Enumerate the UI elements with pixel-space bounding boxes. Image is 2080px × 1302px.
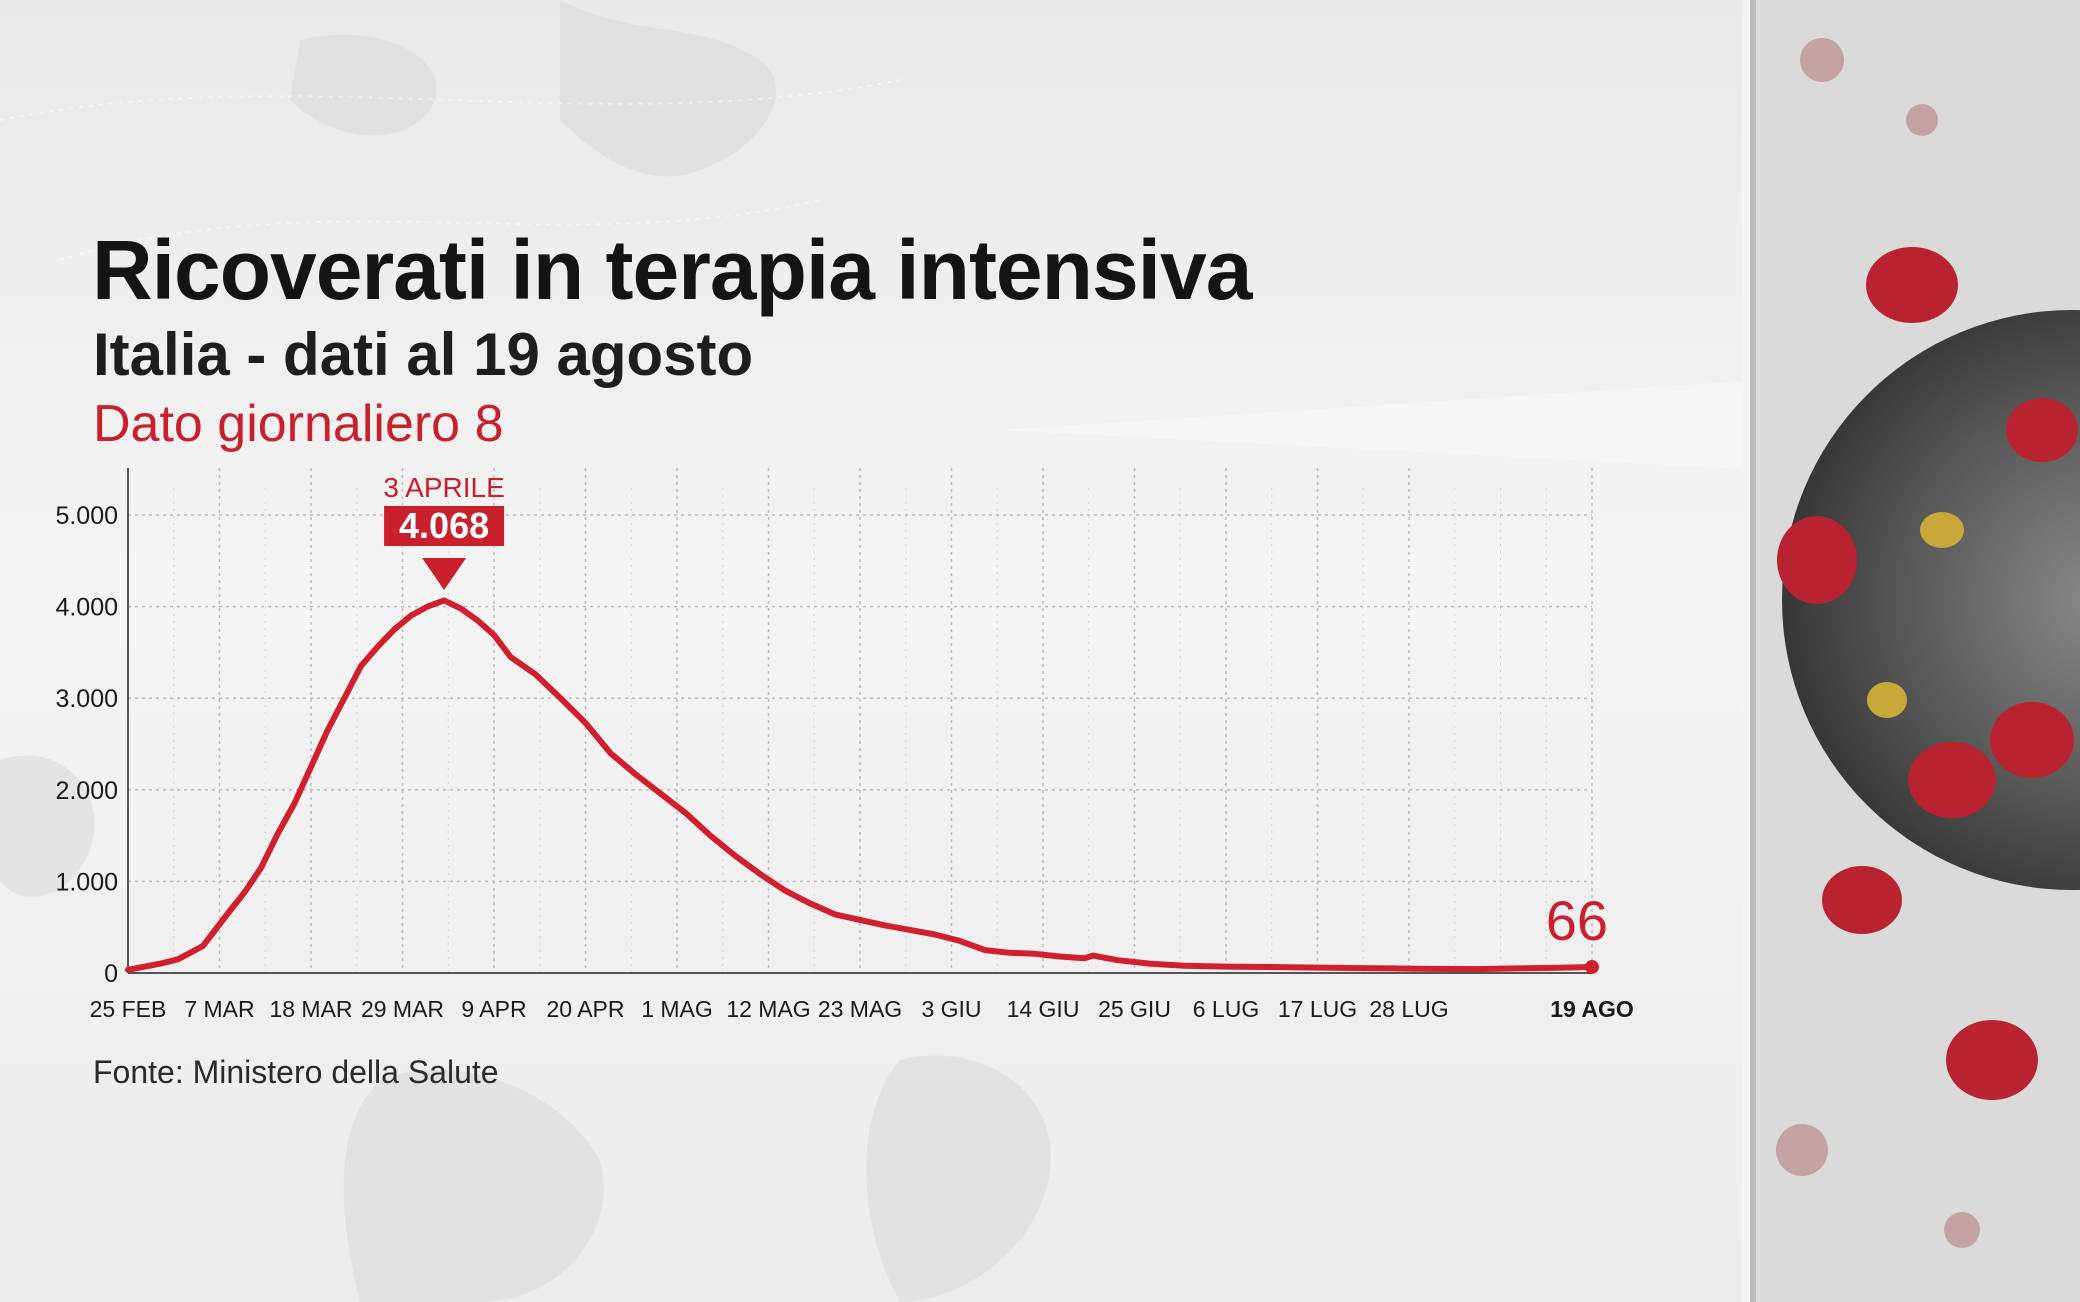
y-tick-label: 3.000 — [55, 685, 118, 713]
daily-label: Dato giornaliero — [93, 395, 461, 453]
y-tick-label: 1.000 — [55, 868, 118, 896]
source-note: Fonte: Ministero della Salute — [93, 1054, 499, 1090]
daily-value: 8 — [474, 395, 504, 453]
x-tick-label: 29 MAR — [361, 996, 444, 1022]
x-tick-label: 7 MAR — [184, 996, 254, 1022]
peak-value-label: 4.068 — [399, 505, 489, 546]
latest-value-label: 66 — [1546, 889, 1608, 952]
x-tick-label: 3 GIU — [921, 996, 981, 1022]
x-tick-label: 14 GIU — [1007, 996, 1080, 1022]
y-tick-label: 2.000 — [55, 777, 118, 805]
series-end-point — [1585, 959, 1599, 974]
world-map-background — [0, 0, 1051, 1302]
y-tick-label: 4.000 — [55, 594, 118, 622]
peak-marker-arrow — [422, 558, 467, 590]
chart-grid — [127, 468, 1593, 973]
x-tick-label: 9 APR — [461, 996, 526, 1022]
chart-axes: 0 1.000 2.000 3.000 4.000 5.000 25 FEB 7 MAR 18 … — [55, 468, 1634, 1022]
x-tick-label: 18 MAR — [269, 996, 352, 1022]
x-tick-label: 23 MAG — [818, 996, 902, 1022]
peak-value-box — [384, 506, 505, 546]
peak-date-label: 3 APRILE — [383, 472, 504, 503]
y-tick-label: 5.000 — [55, 502, 118, 530]
x-tick-label: 19 AGO — [1550, 996, 1634, 1022]
series-line — [125, 597, 1595, 973]
x-tick-label: 25 FEB — [90, 996, 167, 1022]
chart-subtitle: Italia - dati al 19 agosto — [93, 321, 754, 388]
x-tick-label: 1 MAG — [641, 996, 713, 1022]
chart-series — [125, 597, 1599, 974]
y-tick-label: 0 — [104, 960, 118, 988]
x-tick-label: 17 LUG — [1278, 996, 1357, 1022]
x-tick-label: 25 GIU — [1098, 996, 1171, 1022]
x-tick-label: 20 APR — [547, 996, 625, 1022]
x-tick-label: 28 LUG — [1369, 996, 1448, 1022]
daily-value-line: Dato giornaliero 8 — [93, 394, 503, 454]
x-tick-label: 6 LUG — [1193, 996, 1259, 1022]
x-tick-label: 12 MAG — [726, 996, 810, 1022]
chart-title: Ricoverati in terapia intensiva — [92, 223, 1252, 317]
coronavirus-image — [1742, 0, 2080, 1302]
